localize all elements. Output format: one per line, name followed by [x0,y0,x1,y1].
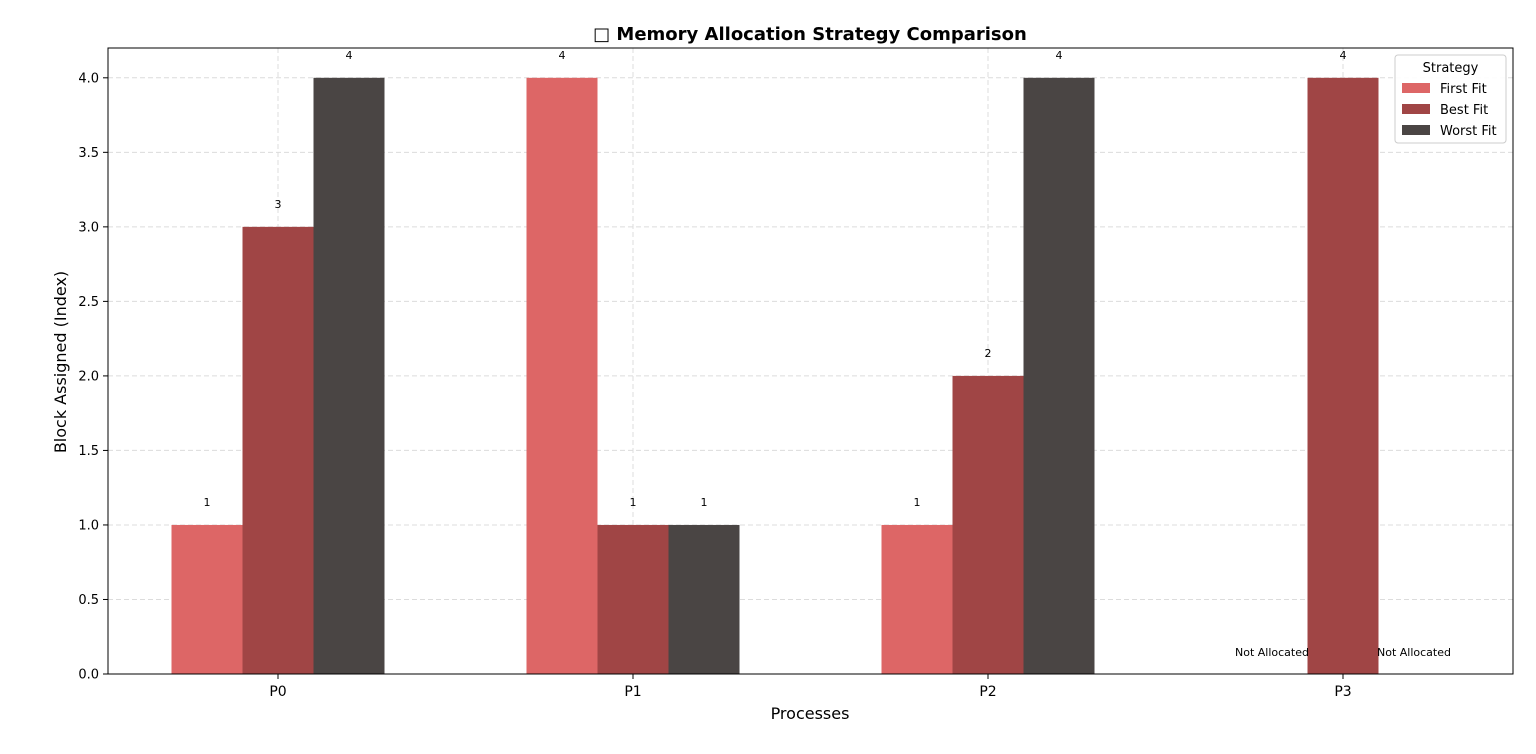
bar-value-label: 1 [630,496,637,509]
legend-title: Strategy [1423,61,1479,76]
y-tick-label: 0.0 [78,668,99,683]
bar-value-label: 4 [346,49,353,62]
y-axis: 0.0 0.5 1.0 1.5 2.0 2.5 3.0 3.5 4.0 [78,71,108,683]
legend: Strategy First Fit Best Fit Worst Fit [1394,54,1507,144]
legend-box [1394,54,1507,144]
bar-value-label: 4 [559,49,566,62]
y-tick-label: 3.0 [78,220,99,235]
bar [952,375,1024,674]
legend-label: First Fit [1440,82,1487,97]
bars [171,77,1379,675]
y-tick-label: 3.5 [78,146,99,161]
legend-swatch [1402,125,1430,135]
x-tick-label: P1 [624,684,641,700]
legend-swatch [1402,104,1430,114]
bar-value-label: 1 [914,496,921,509]
bar [171,524,243,674]
x-tick-label: P0 [269,684,286,700]
legend-swatch [1402,83,1430,93]
data-labels: 1 4 1 Not Allocated 3 1 2 4 4 1 4 Not Allocated [204,49,1452,659]
plot-frame [107,47,1514,675]
bar [597,524,669,674]
x-axis: P0 P1 P2 P3 [269,674,1352,700]
bar-value-label: 4 [1056,49,1063,62]
bar-value-label: 2 [985,347,992,360]
x-axis-label: Processes [771,704,850,723]
bar [881,524,953,674]
not-allocated-label: Not Allocated [1235,646,1309,659]
bar-value-label: 3 [275,198,282,211]
y-tick-label: 2.5 [78,295,99,310]
legend-label: Best Fit [1440,103,1488,118]
bar [1023,77,1095,675]
x-tick-label: P2 [979,684,996,700]
bar [668,524,740,674]
y-tick-label: 0.5 [78,593,99,608]
y-tick-label: 1.5 [78,444,99,459]
y-tick-label: 4.0 [78,71,99,86]
bar [242,226,314,674]
bar-value-label: 4 [1340,49,1347,62]
bar [526,77,598,675]
not-allocated-label: Not Allocated [1377,646,1451,659]
bar [313,77,385,675]
bar-value-label: 1 [204,496,211,509]
y-tick-label: 1.0 [78,518,99,533]
chart-title: □ Memory Allocation Strategy Comparison [593,24,1027,45]
y-tick-label: 2.0 [78,369,99,384]
bar-value-label: 1 [701,496,708,509]
legend-label: Worst Fit [1440,124,1497,139]
x-tick-label: P3 [1334,684,1351,700]
y-axis-label: Block Assigned (Index) [51,271,70,453]
bar [1307,77,1379,675]
